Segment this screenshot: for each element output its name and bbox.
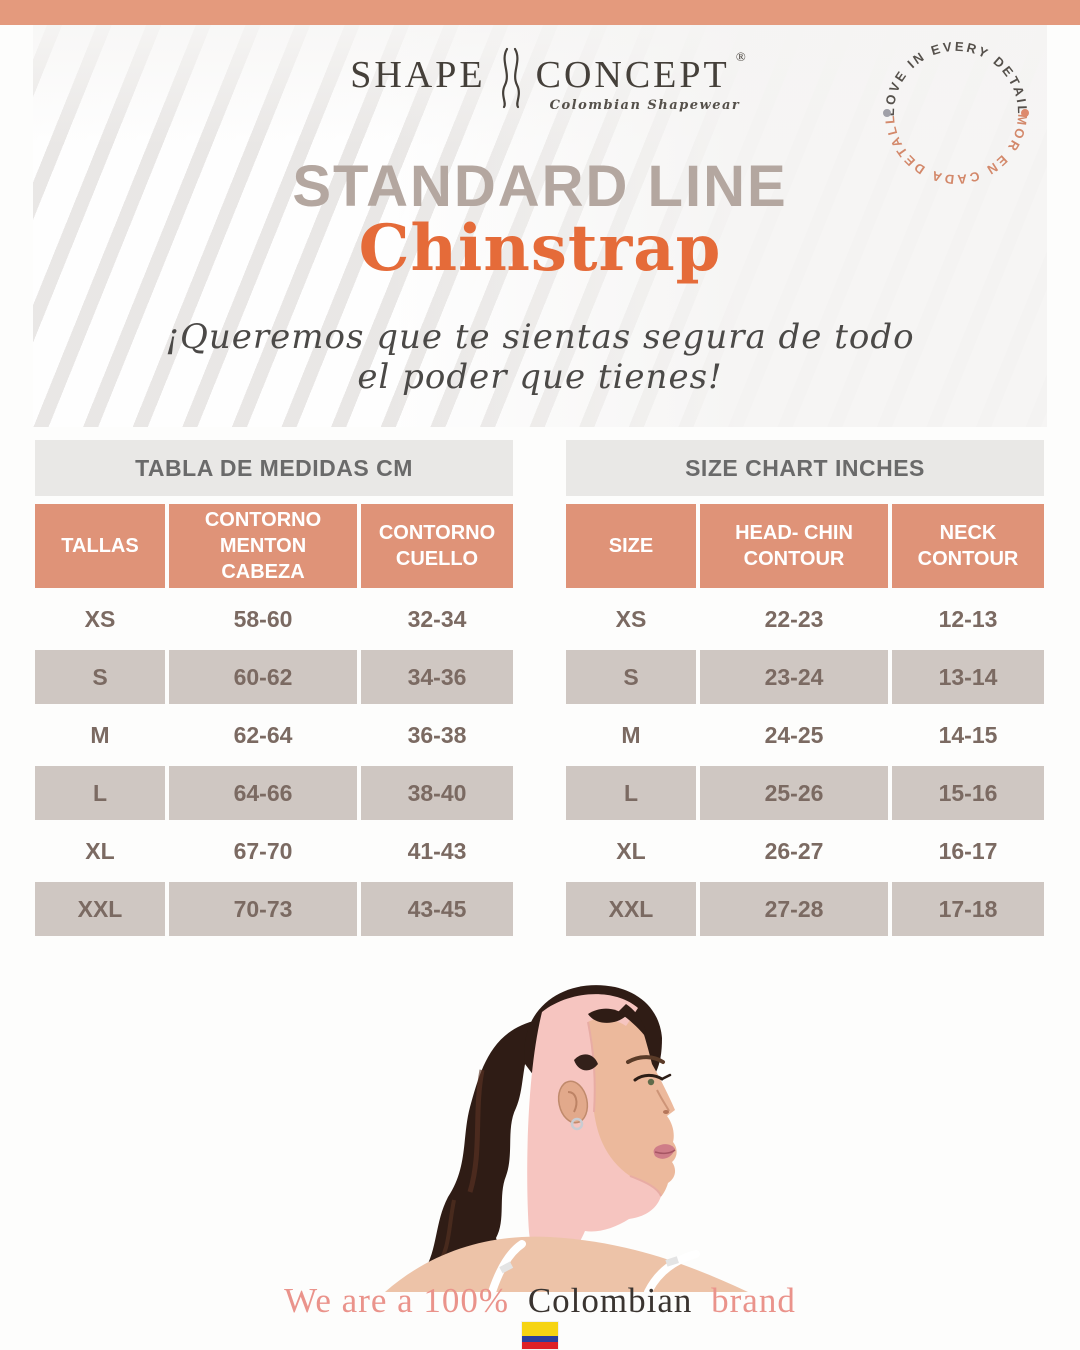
script-tagline: ¡Queremos que te sientas segura de todo … bbox=[33, 317, 1047, 397]
cell-neck: 43-45 bbox=[361, 882, 513, 936]
cell-head-chin: 26-27 bbox=[764, 837, 824, 864]
column-header-head-chin-contour: HEAD- CHIN CONTOUR bbox=[700, 504, 888, 588]
cell-neck: 15-16 bbox=[892, 766, 1044, 820]
cell-head-chin: 62-64 bbox=[233, 721, 293, 748]
collection-title: STANDARD LINE bbox=[292, 154, 788, 219]
cell-neck: 13-14 bbox=[892, 650, 1044, 704]
love-detail-badge: LOVE IN EVERY DETAIL AMOR EN CADA DETALL… bbox=[871, 28, 1030, 187]
table-row: M 62-64 36-38 bbox=[35, 708, 513, 762]
table-row: XS 58-60 32-34 bbox=[35, 592, 513, 646]
cell-neck: 41-43 bbox=[407, 837, 467, 864]
cell-size: XXL bbox=[566, 882, 696, 936]
cell-neck: 34-36 bbox=[361, 650, 513, 704]
table-row: XL 26-27 16-17 bbox=[566, 824, 1044, 878]
cell-head-chin: 24-25 bbox=[764, 721, 824, 748]
footer-claim-part1: We are a 100% bbox=[284, 1281, 510, 1320]
table-title-inches: SIZE CHART INCHES bbox=[566, 440, 1044, 496]
table-header-row: TALLAS CONTORNO MENTON CABEZA CONTORNO C… bbox=[35, 504, 513, 588]
registered-mark-icon: ® bbox=[735, 49, 746, 64]
cell-size: L bbox=[35, 766, 165, 820]
cell-head-chin: 23-24 bbox=[700, 650, 888, 704]
column-header-size: SIZE bbox=[566, 504, 696, 588]
cell-neck: 32-34 bbox=[407, 605, 467, 632]
table-row: S 23-24 13-14 bbox=[566, 650, 1044, 704]
cell-head-chin: 60-62 bbox=[169, 650, 357, 704]
badge-arc-top-text: LOVE IN EVERY DETAIL bbox=[882, 39, 1028, 117]
brand-name-right: CONCEPT bbox=[535, 54, 730, 96]
brand-name-left: SHAPE bbox=[350, 54, 486, 96]
cell-head-chin: 58-60 bbox=[233, 605, 293, 632]
column-header-contorno-cuello: CONTORNO CUELLO bbox=[361, 504, 513, 588]
table-row: S 60-62 34-36 bbox=[35, 650, 513, 704]
flag-stripe-red bbox=[522, 1342, 558, 1349]
cell-neck: 36-38 bbox=[407, 721, 467, 748]
cell-size: XL bbox=[85, 837, 115, 864]
table-row: M 24-25 14-15 bbox=[566, 708, 1044, 762]
cell-neck: 16-17 bbox=[938, 837, 998, 864]
column-header-neck-contour: NECK CONTOUR bbox=[892, 504, 1044, 588]
table-row: XXL 70-73 43-45 bbox=[35, 882, 513, 936]
cell-size: L bbox=[566, 766, 696, 820]
chinstrap-model-illustration bbox=[385, 985, 748, 1296]
table-row: XL 67-70 41-43 bbox=[35, 824, 513, 878]
cell-size: M bbox=[90, 721, 110, 748]
table-row: L 25-26 15-16 bbox=[566, 766, 1044, 820]
column-header-contorno-menton: CONTORNO MENTON CABEZA bbox=[169, 504, 357, 588]
footer-claim-part2: Colombian bbox=[527, 1281, 693, 1320]
size-table-cm: TABLA DE MEDIDAS CM TALLAS CONTORNO MENT… bbox=[35, 440, 513, 940]
table-title-cm: TABLA DE MEDIDAS CM bbox=[35, 440, 513, 496]
cell-neck: 38-40 bbox=[361, 766, 513, 820]
brand-tagline: Colombian Shapewear bbox=[549, 98, 741, 113]
cell-head-chin: 27-28 bbox=[700, 882, 888, 936]
brand-name-right-wrap: CONCEPT ® Colombian Shapewear bbox=[535, 45, 746, 113]
brand-logo: SHAPE CONCEPT ® Colombian Shapewear bbox=[33, 45, 1047, 113]
flag-stripe-yellow bbox=[522, 1322, 558, 1336]
footer-claim: We are a 100% Colombian brand bbox=[0, 1281, 1080, 1321]
badge-dot-left-icon bbox=[883, 109, 891, 117]
cell-head-chin: 67-70 bbox=[233, 837, 293, 864]
script-tagline-line2: el poder que tienes! bbox=[357, 357, 723, 398]
cell-neck: 14-15 bbox=[938, 721, 998, 748]
cell-head-chin: 25-26 bbox=[700, 766, 888, 820]
cell-size: XS bbox=[84, 605, 116, 632]
flag-stripe-blue bbox=[522, 1335, 558, 1343]
svg-text:LOVE IN EVERY DETAIL: LOVE IN EVERY DETAIL bbox=[882, 39, 1030, 117]
product-photo bbox=[330, 952, 750, 1296]
colombia-flag-icon bbox=[522, 1322, 558, 1349]
cell-head-chin: 22-23 bbox=[764, 605, 824, 632]
top-accent-bar bbox=[0, 0, 1080, 25]
footer-claim-part3: brand bbox=[711, 1281, 796, 1320]
cell-head-chin: 70-73 bbox=[169, 882, 357, 936]
cell-size: XS bbox=[615, 605, 647, 632]
cell-size: M bbox=[621, 721, 641, 748]
table-body: XS 22-23 12-13 S 23-24 13-14 M 24-25 14-… bbox=[566, 592, 1044, 936]
cell-size: XXL bbox=[35, 882, 165, 936]
table-row: XS 22-23 12-13 bbox=[566, 592, 1044, 646]
cell-size: XL bbox=[616, 837, 646, 864]
logo-silhouette-icon bbox=[501, 47, 520, 109]
script-tagline-line1: ¡Queremos que te sientas segura de todo bbox=[165, 317, 915, 357]
cell-size: S bbox=[35, 650, 165, 704]
table-header-row: SIZE HEAD- CHIN CONTOUR NECK CONTOUR bbox=[566, 504, 1044, 588]
badge-dot-right-icon bbox=[1021, 109, 1029, 117]
size-table-inches: SIZE CHART INCHES SIZE HEAD- CHIN CONTOU… bbox=[566, 440, 1044, 940]
cell-neck: 12-13 bbox=[938, 605, 998, 632]
product-title: Chinstrap bbox=[358, 211, 722, 286]
cell-neck: 17-18 bbox=[892, 882, 1044, 936]
table-row: L 64-66 38-40 bbox=[35, 766, 513, 820]
cell-head-chin: 64-66 bbox=[169, 766, 357, 820]
cell-size: S bbox=[566, 650, 696, 704]
hero-section: SHAPE CONCEPT ® Colombian Shapewear LOVE… bbox=[33, 25, 1047, 427]
table-row: XXL 27-28 17-18 bbox=[566, 882, 1044, 936]
table-body: XS 58-60 32-34 S 60-62 34-36 M 62-64 36-… bbox=[35, 592, 513, 936]
column-header-tallas: TALLAS bbox=[35, 504, 165, 588]
